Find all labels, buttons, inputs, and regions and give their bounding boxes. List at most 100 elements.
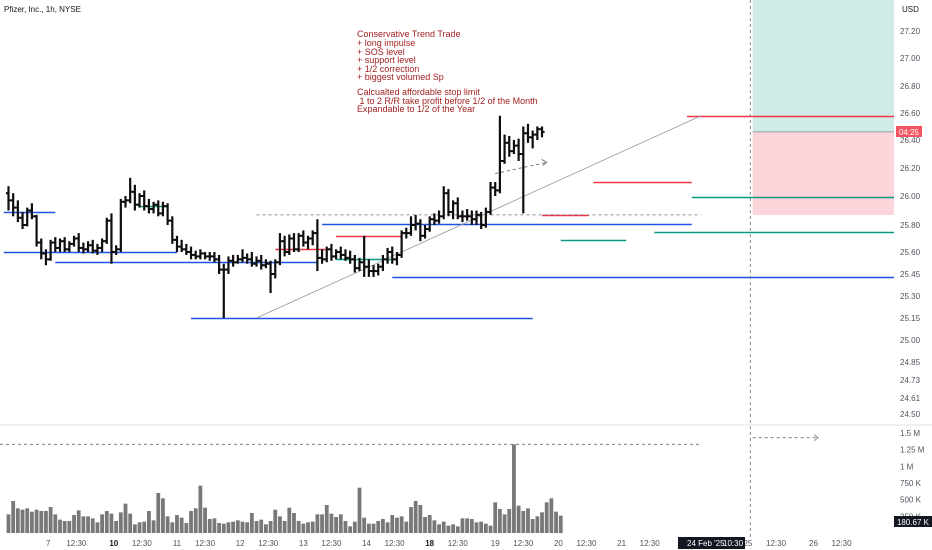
position-tool[interactable] xyxy=(752,0,894,215)
volume-bar-35 xyxy=(170,522,175,533)
symbol-title[interactable]: Pfizer, Inc., 1h, NYSE xyxy=(4,5,81,14)
trendline[interactable] xyxy=(256,115,702,319)
volume-bar-46 xyxy=(221,523,226,533)
ohlc-bar-114 xyxy=(539,126,545,138)
time-tick-label: 12:30 xyxy=(640,539,661,548)
price-tick-label: 26.40 xyxy=(900,136,921,145)
volume-bar-59 xyxy=(282,521,287,533)
volume-bar-77 xyxy=(366,523,371,533)
time-tick-label: 20 xyxy=(554,539,563,548)
reward-zone[interactable] xyxy=(752,0,894,132)
annotation-check-3: + support level xyxy=(357,55,416,65)
volume-bar-52 xyxy=(249,513,254,533)
volume-bar-86 xyxy=(409,507,413,533)
volume-bar-72 xyxy=(343,521,348,533)
volume-bar-79 xyxy=(376,521,381,533)
volume-bar-84 xyxy=(399,516,404,533)
volume-bar-112 xyxy=(530,519,535,533)
volume-bar-53 xyxy=(254,521,259,533)
volume-bar-21 xyxy=(104,511,109,533)
volume-bar-105 xyxy=(498,509,502,533)
volume-bar-50 xyxy=(240,521,245,533)
risk-zone[interactable] xyxy=(752,131,894,215)
annotation-check-4: + 1/2 correction xyxy=(357,64,419,74)
time-tick-label: 12:30 xyxy=(195,539,216,548)
volume-bar-118 xyxy=(558,515,563,533)
annotation-check-1: + long impulse xyxy=(357,38,415,48)
time-axis[interactable]: 7 12:30 10 12:30 11 12:30 12 12:30 13 12:30 14 12:3… xyxy=(46,539,852,548)
volume-bar-73 xyxy=(348,526,353,533)
volume-bar-89 xyxy=(423,517,427,533)
volume-bar-97 xyxy=(460,518,465,533)
levels-layer xyxy=(3,115,894,320)
volume-bar-13 xyxy=(67,521,72,533)
volume-bar-111 xyxy=(526,508,530,533)
volume-bar-87 xyxy=(413,501,418,533)
trade-annotation[interactable]: Conservative Trend Trade + long impulse … xyxy=(357,29,538,114)
volume-bar-17 xyxy=(86,516,90,533)
price-tick-label: 26.20 xyxy=(900,164,921,173)
volume-bar-99 xyxy=(469,519,474,533)
volume-tick-label: 1.5 M xyxy=(900,429,920,438)
time-tick-label: 7 xyxy=(46,539,51,548)
price-tick-label: 26.60 xyxy=(900,109,921,118)
volume-bar-91 xyxy=(432,520,437,533)
volume-bar-45 xyxy=(217,523,221,533)
crosshair-time: 10:30 xyxy=(723,539,744,548)
volume-bar-54 xyxy=(259,519,264,533)
price-tick-label: 24.61 xyxy=(900,394,921,403)
time-tick-label: 12:30 xyxy=(66,539,87,548)
volume-bar-41 xyxy=(198,485,203,533)
volume-bar-10 xyxy=(53,514,58,533)
volume-bar-16 xyxy=(81,516,86,533)
annotation-check-5: + biggest volumed Sp xyxy=(357,72,444,82)
volume-bar-8 xyxy=(44,511,48,533)
volume-bar-30 xyxy=(147,511,151,533)
volume-bar-12 xyxy=(62,521,67,533)
annotation-title: Conservative Trend Trade xyxy=(357,29,461,39)
price-tick-label: 25.60 xyxy=(900,248,921,257)
volume-bar-113 xyxy=(535,516,540,533)
volume-bar-110 xyxy=(521,511,526,533)
time-tick-label: 11 xyxy=(173,539,182,548)
volume-bar-64 xyxy=(306,522,310,533)
volume-bar-0 xyxy=(6,514,11,533)
volume-bar-69 xyxy=(329,513,334,533)
price-tick-label: 26.80 xyxy=(900,82,921,91)
volume-bar-49 xyxy=(235,520,240,533)
price-axis[interactable]: 27.20 27.00 26.80 26.60 26.40 26.20 26.00 25.80… xyxy=(900,27,921,419)
volume-bar-68 xyxy=(324,505,329,533)
time-tick-label: 26 xyxy=(809,539,818,548)
volume-bar-48 xyxy=(231,521,236,533)
crosshair-time-label: 24 Feb '25 10:30 xyxy=(678,537,745,549)
volume-bar-47 xyxy=(226,522,231,533)
volume-bar-106 xyxy=(502,514,507,533)
volume-bar-67 xyxy=(320,514,324,533)
volume-bar-51 xyxy=(245,522,250,533)
volume-bar-75 xyxy=(357,487,362,533)
volume-bar-58 xyxy=(278,516,282,533)
volume-bar-34 xyxy=(165,516,170,533)
price-tick-label: 25.15 xyxy=(900,314,921,323)
price-tick-label: 24.73 xyxy=(900,376,921,385)
volume-bar-100 xyxy=(474,522,479,533)
annotation-note-2: 1 to 2 R/R take profit before 1/2 of the… xyxy=(357,96,538,106)
volume-bar-71 xyxy=(338,514,343,533)
projection-arrow[interactable] xyxy=(495,161,547,175)
volume-bar-63 xyxy=(301,523,306,533)
volume-bar-14 xyxy=(72,515,76,533)
price-tick-label: 25.30 xyxy=(900,292,921,301)
projection-arrow-head xyxy=(541,159,548,166)
volume-badge-bg xyxy=(894,516,932,527)
time-tick-label: 12:30 xyxy=(766,539,787,548)
volume-bar-94 xyxy=(446,525,451,533)
volume-bar-7 xyxy=(39,511,44,533)
volume-bar-28 xyxy=(137,522,142,533)
volume-bar-32 xyxy=(156,493,161,533)
volume-bar-27 xyxy=(132,524,137,533)
volume-bar-81 xyxy=(385,522,390,533)
volume-tick-label: 1.25 M xyxy=(900,446,925,455)
volume-bar-38 xyxy=(184,523,189,533)
